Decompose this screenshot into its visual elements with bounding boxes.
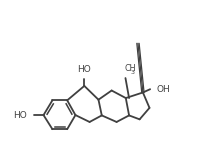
Text: CH: CH <box>125 65 136 74</box>
Text: 3: 3 <box>130 70 134 75</box>
Text: OH: OH <box>157 85 170 94</box>
Text: HO: HO <box>13 111 27 120</box>
Text: HO: HO <box>78 65 91 74</box>
